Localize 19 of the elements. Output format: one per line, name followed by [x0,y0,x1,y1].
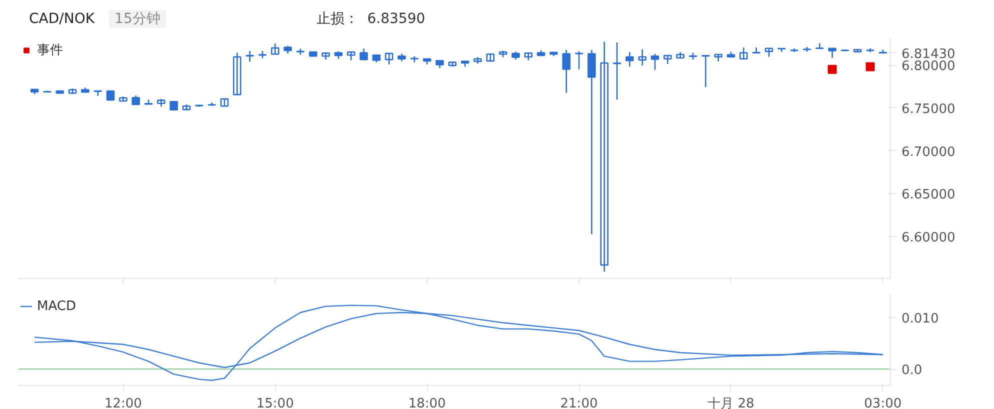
y-tick-label: 6.81430 [902,46,956,62]
text: 止损： 6.83590 [316,11,426,27]
x-tick-label: 18:00 [408,396,446,409]
y-tick-label: 6.60000 [902,230,956,246]
y-tick-label: 6.75000 [902,102,956,117]
y-tick-label: 6.65000 [902,188,956,203]
x-tick-label: 十月 28 [708,396,754,409]
y-tick-label: 6.80000 [902,59,956,74]
y-tick-label: 0.0 [902,363,922,378]
chart-title: CAD/NOK [29,11,95,27]
y-tick-label: 0.010 [902,312,939,327]
legend-label: 事件 [37,42,63,59]
chart-subtitle: 15分钟 [108,10,166,28]
x-tick-label: 12:00 [104,396,142,409]
y-tick-label: 6.70000 [902,144,956,160]
legend-label: MACD [37,298,76,314]
x-tick-label: 03:00 [864,396,902,409]
x-tick-label: 21:00 [560,396,598,409]
x-tick-label: 15:00 [256,396,294,409]
